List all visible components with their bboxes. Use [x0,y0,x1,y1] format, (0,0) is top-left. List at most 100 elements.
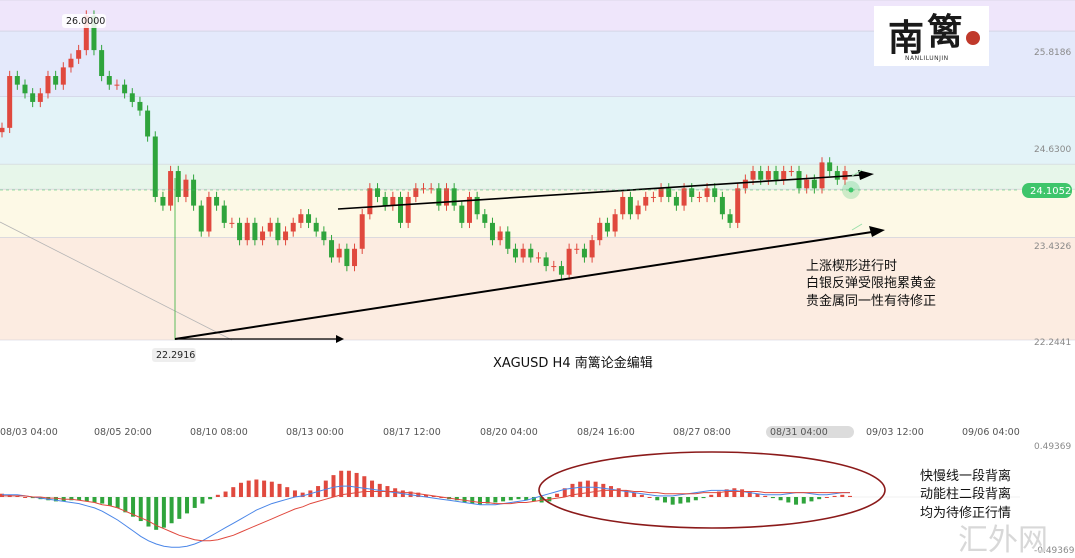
macd-histogram-bar [508,497,513,501]
current-price-tag [1022,183,1072,198]
macd-histogram-bar [262,480,267,497]
candle-body [804,179,810,189]
candle-body [581,248,587,258]
macd-histogram-bar [686,497,691,503]
candle-body [214,196,220,206]
candle-body [689,188,695,197]
candle-body [198,205,204,232]
macd-histogram-bar [585,480,590,497]
candle-body [375,188,381,197]
candle-body [436,188,442,206]
wedge-upper-trendline [337,174,863,210]
candle-body [681,188,687,206]
candle-body [267,222,273,232]
candle-body [589,240,595,258]
macd-histogram-bar [77,497,82,501]
macd-histogram-bar [223,491,228,497]
candle-body [735,188,741,223]
x-tick-label: 08/27 08:00 [673,427,731,438]
candle-body [382,196,388,206]
candle-body [666,188,672,197]
macd-histogram-bar [123,497,128,513]
candle-body [443,188,449,206]
candle-body [512,248,518,258]
macd-histogram-bar [701,497,706,499]
macd-histogram-bar [832,495,837,497]
macd-histogram-bar [616,488,621,497]
macd-histogram-bar [786,497,791,503]
x-tick-label: 08/17 12:00 [383,427,441,438]
macd-histogram-bar [770,497,775,499]
macd-histogram-bar [647,497,652,498]
candle-body [175,171,181,197]
candle-body [466,196,472,223]
macd-annotation-line-3: 均为待修正行情 [920,506,1011,521]
macd-annotation-line-2: 动能柱二段背离 [920,486,1011,502]
macd-histogram-bar [716,491,721,497]
macd-histogram-bar [662,497,667,503]
candle-body [129,93,135,102]
candle-body [551,266,557,268]
watermark: 汇外网 [958,523,1048,558]
macd-histogram-bar [817,497,822,500]
macd-histogram-bar [331,475,336,497]
macd-histogram-bar [362,476,367,497]
candle-body [145,110,151,137]
candle-body [834,171,840,180]
crosshair-date-pill [766,426,854,438]
macd-histogram-bar [215,494,220,497]
candle-body [329,240,335,258]
macd-histogram-bar [709,494,714,497]
candle-body [405,196,411,223]
macd-histogram-bar [740,489,745,497]
macd-histogram-bar [231,487,236,497]
macd-histogram-bar [794,497,799,505]
candle-body [765,171,771,180]
macd-histogram-bar [693,497,698,501]
candle-body [566,248,572,275]
candle-body [229,222,235,224]
macd-histogram-bar [755,493,760,497]
macd-histogram-bar [470,497,475,504]
candle-body [252,222,258,241]
macd-histogram-bar [624,490,629,497]
macd-histogram-bar [462,497,467,503]
candle-body [152,136,158,197]
macd-histogram-bar [562,488,567,497]
candle-body [313,222,319,232]
macd-histogram-bar [46,497,51,501]
macd-histogram-bar [454,497,459,501]
macd-histogram-bar [100,497,105,504]
macd-histogram-bar [477,497,482,505]
macd-histogram-bar [570,483,575,497]
current-price-dot [848,187,854,193]
macd-histogram-bar [131,497,136,517]
chart-title: XAGUSD H4 南篱论金编辑 [493,355,653,371]
candle-body [45,76,51,94]
macd-histogram-bar [578,481,583,497]
macd-histogram-bar [593,481,598,497]
macd-histogram-bar [254,479,259,497]
candle-body [76,50,82,59]
candle-body [344,248,350,267]
macd-histogram-bar [30,497,35,499]
candle-body [298,214,304,223]
macd-histogram-bar [169,497,174,524]
price-annotation-line-3: 贵金属同一性有待修正 [806,293,936,309]
candle-body [819,162,825,189]
candle-body [68,58,74,68]
candle-body [275,222,281,241]
macd-histogram-bar [408,491,413,497]
candle-body [811,179,817,189]
candle-body [535,257,541,259]
candle-body [367,188,373,215]
candle-body [696,196,702,198]
candle-body [168,171,174,206]
x-tick-label: 08/13 00:00 [286,427,344,438]
macd-histogram-bar [84,497,89,502]
candle-body [635,205,641,215]
macd-histogram-bar [778,497,783,501]
macd-histogram-bar [354,472,359,497]
candle-body [781,171,787,180]
candle-body [321,231,327,241]
